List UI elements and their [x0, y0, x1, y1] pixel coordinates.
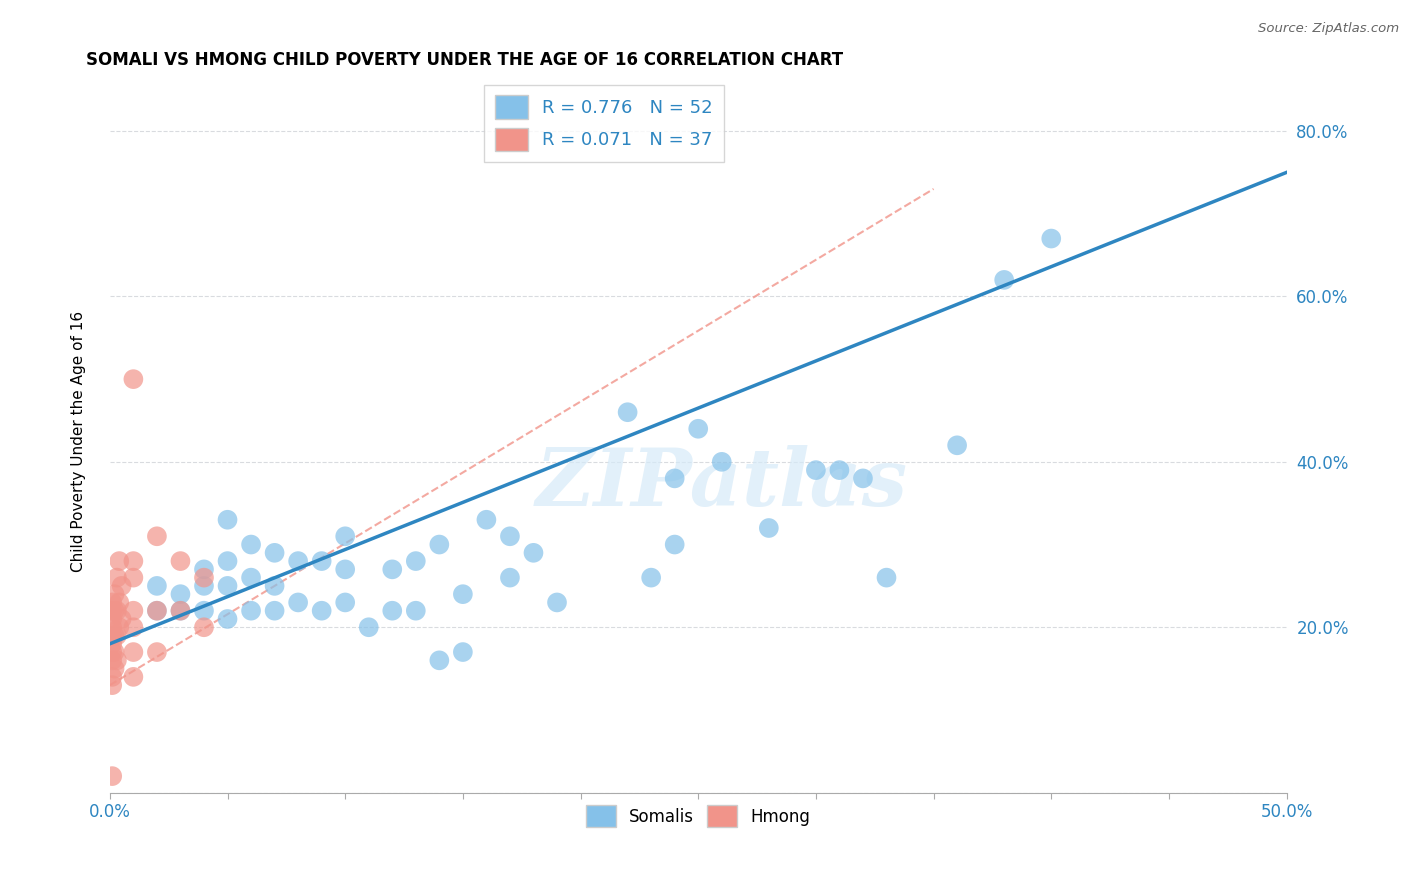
- Point: [101, 612, 124, 626]
- Point: [616, 405, 638, 419]
- Point: [688, 422, 710, 436]
- Point: [101, 604, 124, 618]
- Point: [105, 571, 128, 585]
- Point: [451, 645, 474, 659]
- Point: [451, 587, 474, 601]
- Point: [122, 554, 145, 568]
- Point: [122, 645, 145, 659]
- Point: [122, 372, 145, 386]
- Point: [101, 637, 124, 651]
- Point: [475, 513, 498, 527]
- Point: [335, 529, 357, 543]
- Point: [381, 562, 404, 576]
- Point: [664, 537, 686, 551]
- Point: [169, 604, 191, 618]
- Point: [263, 546, 285, 560]
- Point: [122, 620, 145, 634]
- Point: [169, 587, 191, 601]
- Point: [993, 273, 1015, 287]
- Point: [546, 595, 568, 609]
- Point: [263, 579, 285, 593]
- Point: [287, 595, 309, 609]
- Point: [122, 571, 145, 585]
- Point: [263, 604, 285, 618]
- Point: [311, 604, 333, 618]
- Point: [105, 653, 128, 667]
- Point: [240, 604, 263, 618]
- Text: SOMALI VS HMONG CHILD POVERTY UNDER THE AGE OF 16 CORRELATION CHART: SOMALI VS HMONG CHILD POVERTY UNDER THE …: [86, 51, 844, 69]
- Point: [146, 604, 169, 618]
- Point: [101, 769, 124, 783]
- Point: [335, 595, 357, 609]
- Point: [103, 628, 125, 642]
- Point: [240, 571, 263, 585]
- Point: [640, 571, 662, 585]
- Point: [946, 438, 969, 452]
- Point: [287, 554, 309, 568]
- Point: [710, 455, 733, 469]
- Point: [311, 554, 333, 568]
- Point: [193, 579, 215, 593]
- Text: ZIPatlas: ZIPatlas: [536, 444, 908, 522]
- Text: Source: ZipAtlas.com: Source: ZipAtlas.com: [1258, 22, 1399, 36]
- Point: [169, 604, 191, 618]
- Point: [522, 546, 544, 560]
- Point: [1040, 231, 1063, 245]
- Point: [852, 471, 875, 485]
- Point: [101, 620, 124, 634]
- Point: [122, 670, 145, 684]
- Point: [101, 678, 124, 692]
- Point: [828, 463, 851, 477]
- Point: [105, 628, 128, 642]
- Point: [427, 537, 450, 551]
- Point: [101, 653, 124, 667]
- Legend: Somalis, Hmong: Somalis, Hmong: [579, 798, 817, 833]
- Point: [103, 587, 125, 601]
- Point: [101, 670, 124, 684]
- Point: [146, 579, 169, 593]
- Point: [103, 645, 125, 659]
- Point: [108, 620, 131, 634]
- Point: [101, 645, 124, 659]
- Point: [110, 612, 132, 626]
- Point: [217, 513, 239, 527]
- Point: [499, 571, 522, 585]
- Point: [804, 463, 827, 477]
- Point: [110, 579, 132, 593]
- Point: [405, 604, 427, 618]
- Point: [193, 562, 215, 576]
- Point: [103, 604, 125, 618]
- Point: [876, 571, 898, 585]
- Y-axis label: Child Poverty Under the Age of 16: Child Poverty Under the Age of 16: [72, 310, 86, 572]
- Point: [105, 604, 128, 618]
- Point: [240, 537, 263, 551]
- Point: [357, 620, 380, 634]
- Point: [758, 521, 780, 535]
- Point: [193, 571, 215, 585]
- Point: [108, 554, 131, 568]
- Point: [108, 595, 131, 609]
- Point: [217, 612, 239, 626]
- Point: [103, 662, 125, 676]
- Point: [193, 620, 215, 634]
- Point: [664, 471, 686, 485]
- Point: [101, 628, 124, 642]
- Point: [335, 562, 357, 576]
- Point: [405, 554, 427, 568]
- Point: [146, 529, 169, 543]
- Point: [122, 604, 145, 618]
- Point: [146, 645, 169, 659]
- Point: [217, 579, 239, 593]
- Point: [146, 604, 169, 618]
- Point: [499, 529, 522, 543]
- Point: [101, 595, 124, 609]
- Point: [217, 554, 239, 568]
- Point: [169, 554, 191, 568]
- Point: [427, 653, 450, 667]
- Point: [381, 604, 404, 618]
- Point: [193, 604, 215, 618]
